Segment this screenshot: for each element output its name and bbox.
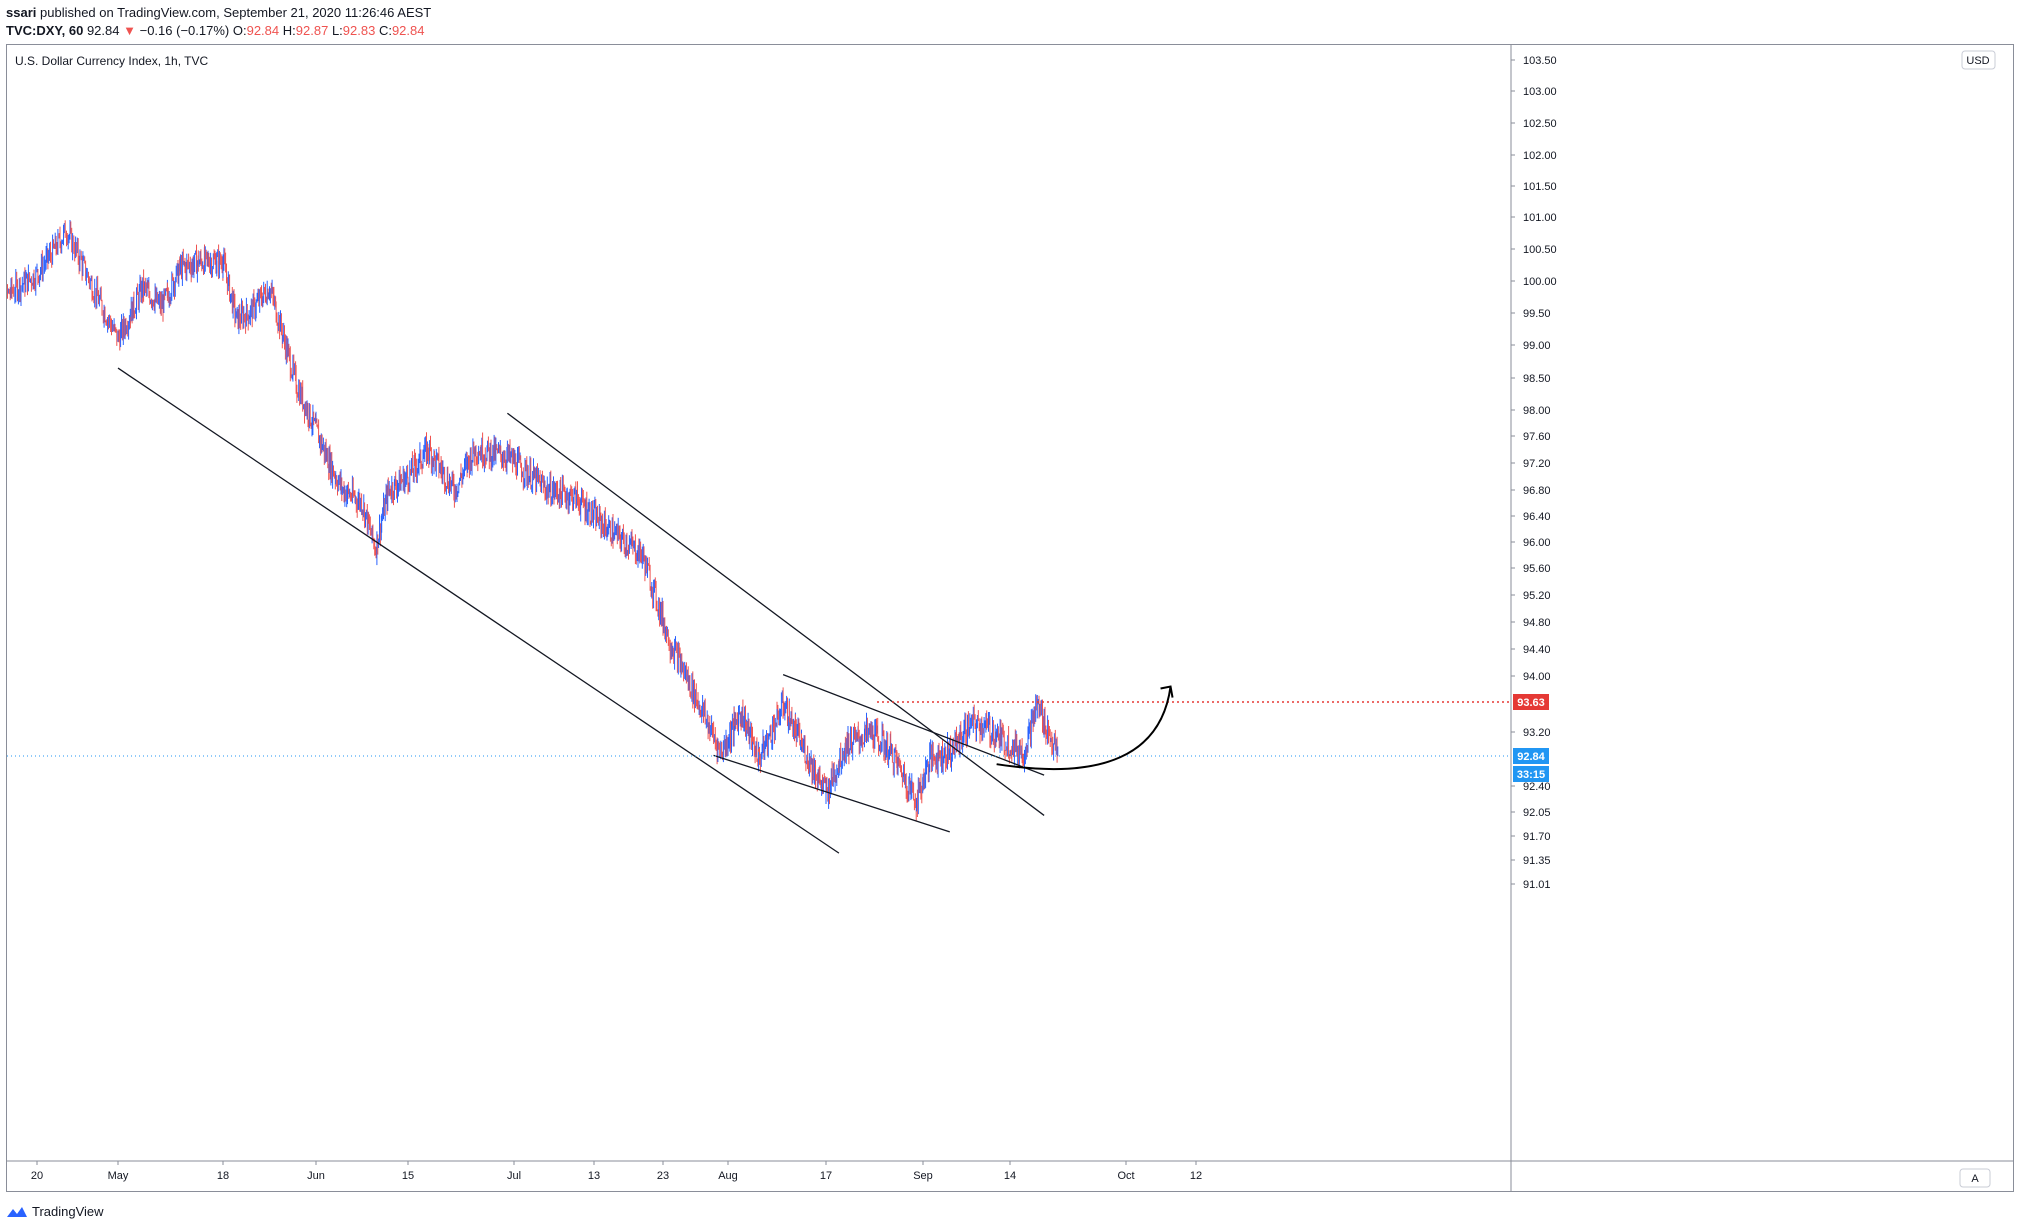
projection-arrowhead-icon <box>1160 685 1174 698</box>
time-tick-label: Jul <box>507 1170 521 1182</box>
low-label: L: <box>331 23 343 38</box>
price-tick-label: 96.00 <box>1523 537 1551 549</box>
price-tick-label: 95.60 <box>1523 563 1551 575</box>
price-tick-label: 102.50 <box>1523 118 1557 130</box>
wedge-lower-trendline[interactable] <box>713 754 950 833</box>
time-tick-label: 14 <box>1004 1170 1016 1182</box>
author-name[interactable]: ssari <box>6 5 37 20</box>
chart-title: U.S. Dollar Currency Index, 1h, TVC <box>15 54 209 68</box>
price-tick-label: 92.40 <box>1523 781 1551 793</box>
time-tick-label: Sep <box>913 1170 933 1182</box>
current-price-label-box <box>1513 748 1549 764</box>
open-value: 92.84 <box>246 23 280 38</box>
published-text: published on TradingView.com, September … <box>40 5 432 20</box>
current-price-label: 92.84 <box>1517 751 1545 763</box>
time-tick-label: 20 <box>31 1170 43 1182</box>
wedge-upper-trendline[interactable] <box>782 674 1045 776</box>
price-tick-label: 91.01 <box>1523 879 1551 891</box>
time-tick-label: Oct <box>1117 1170 1134 1182</box>
down-arrow-icon: ▼ <box>123 23 136 38</box>
price-tick-label: 103.00 <box>1523 86 1557 98</box>
high-label: H: <box>282 23 296 38</box>
auto-scale-button-box[interactable] <box>1959 1168 1991 1188</box>
price-tick-label: 91.35 <box>1523 855 1551 867</box>
close-value: 92.84 <box>391 23 425 38</box>
projection-arrow[interactable] <box>996 686 1172 771</box>
tradingview-logo-icon <box>7 1206 27 1217</box>
footer: TradingView <box>6 1204 104 1219</box>
price-tick-label: 93.20 <box>1523 727 1551 739</box>
price-tick-label: 98.00 <box>1523 405 1551 417</box>
high-value: 92.87 <box>295 23 329 38</box>
time-tick-label: 12 <box>1190 1170 1202 1182</box>
resistance-price-label-box <box>1513 694 1549 710</box>
price-tick-label: 100.50 <box>1523 244 1557 256</box>
price-tick-label: 97.60 <box>1523 431 1551 443</box>
time-tick-label: 13 <box>588 1170 600 1182</box>
price-tick-label: 100.00 <box>1523 276 1557 288</box>
time-tick-label: 23 <box>657 1170 669 1182</box>
price-tick-label: 96.80 <box>1523 485 1551 497</box>
price-chart[interactable]: 103.50 103.00 102.50 102.00 101.50 101.00 100.… <box>7 45 2013 1191</box>
price-tick-label: 99.00 <box>1523 340 1551 352</box>
currency-badge[interactable]: USD <box>1966 55 1989 67</box>
publish-line: ssari published on TradingView.com, Sept… <box>6 4 431 22</box>
chart-pane[interactable]: 103.50 103.00 102.50 102.00 101.50 101.00 100.… <box>6 44 2014 1192</box>
price-tick-label: 101.00 <box>1523 212 1557 224</box>
time-tick-label: Aug <box>718 1170 738 1182</box>
channel-lower-trendline[interactable] <box>117 367 840 854</box>
price-tick-label: 101.50 <box>1523 181 1557 193</box>
symbol-label[interactable]: TVC:DXY, 60 <box>6 23 84 38</box>
price-tick-label: 92.05 <box>1523 807 1551 819</box>
close-label: C: <box>378 23 392 38</box>
price-tick-label: 97.20 <box>1523 458 1551 470</box>
time-tick-label: May <box>108 1170 129 1182</box>
time-tick-label: 17 <box>820 1170 832 1182</box>
price-tick-label: 96.40 <box>1523 511 1551 523</box>
last-price: 92.84 <box>86 23 120 38</box>
low-value: 92.83 <box>342 23 376 38</box>
price-tick-label: 94.80 <box>1523 617 1551 629</box>
auto-scale-button[interactable]: A <box>1971 1173 1979 1185</box>
currency-badge-box[interactable] <box>1961 50 1996 70</box>
price-tick-label: 94.40 <box>1523 644 1551 656</box>
time-tick-label: 15 <box>402 1170 414 1182</box>
price-tick-label: 94.00 <box>1523 671 1551 683</box>
bar-countdown-label: 33:15 <box>1517 769 1545 781</box>
resistance-price-label: 93.63 <box>1517 697 1545 709</box>
time-tick-label: Jun <box>307 1170 325 1182</box>
bar-countdown-label-box <box>1513 766 1549 782</box>
ohlc-line: TVC:DXY, 60 92.84 ▼ −0.16 (−0.17%) O:92.… <box>6 22 431 40</box>
price-tick-label: 91.70 <box>1523 831 1551 843</box>
price-tick-label: 102.00 <box>1523 150 1557 162</box>
chart-header: ssari published on TradingView.com, Sept… <box>6 4 431 40</box>
price-tick-label: 95.20 <box>1523 590 1551 602</box>
price-tick-label: 99.50 <box>1523 308 1551 320</box>
time-tick-label: 18 <box>217 1170 229 1182</box>
price-tick-label: 98.50 <box>1523 373 1551 385</box>
price-tick-label: 103.50 <box>1523 55 1557 67</box>
channel-upper-trendline[interactable] <box>506 412 1045 816</box>
open-label: O: <box>232 23 247 38</box>
footer-brand: TradingView <box>32 1204 104 1219</box>
price-change: −0.16 (−0.17%) <box>139 23 230 38</box>
